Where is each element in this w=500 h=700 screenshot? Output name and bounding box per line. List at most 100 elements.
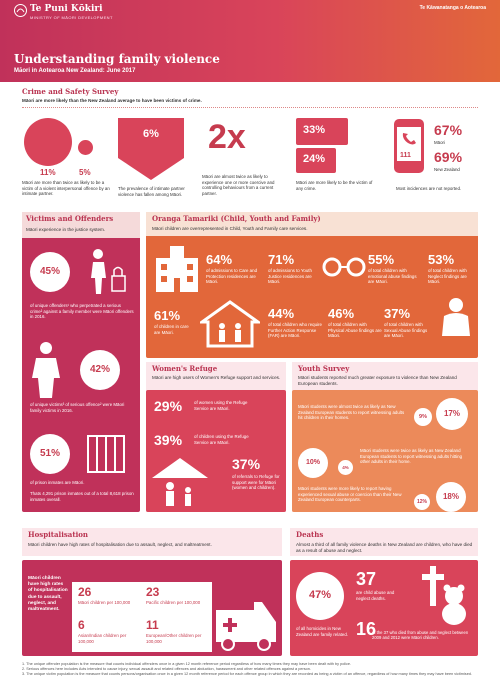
refuge-text-2: of children using the Refuge Service are… xyxy=(194,434,249,445)
crime-value-1: 11% xyxy=(40,168,56,177)
hosp-text-3: Asian/Indian children per 100,000 xyxy=(78,633,127,644)
crime-text-3: The prevalence of intimate partner viole… xyxy=(118,186,185,197)
refuge-value-1: 29% xyxy=(154,398,183,414)
page-title: Understanding family violence xyxy=(14,52,220,66)
crime-value-5b: 24% xyxy=(303,153,326,165)
hosp-stats-box xyxy=(72,582,212,652)
youth-circle-2b: 4% xyxy=(338,460,353,475)
youth-text-2: Māori students were twice as likely as N… xyxy=(360,448,463,465)
victims-circle-1: 45% xyxy=(30,252,70,292)
crouching-child-icon xyxy=(442,298,470,336)
oranga-text-1: of admissions to Care and Protection res… xyxy=(206,268,258,285)
oranga-value-4: 53% xyxy=(428,252,455,267)
oranga-text-5: of children in care are Māori. xyxy=(154,324,189,335)
oranga-intro: Māori children are overrepresented in Ch… xyxy=(152,226,308,231)
footnote-1: 1. The unique offender population is the… xyxy=(22,662,352,666)
victims-header xyxy=(22,212,140,238)
brand-subtitle: MINISTRY OF MĀORI DEVELOPMENT xyxy=(30,15,113,20)
victim-figure-icon xyxy=(32,342,60,398)
youth-circle-3a: 12% xyxy=(414,494,430,510)
brand-name: Te Puni Kōkiri xyxy=(30,4,103,14)
victims-circle-2: 42% xyxy=(80,350,120,390)
victims-title: Victims and Offenders xyxy=(26,214,114,223)
youth-title: Youth Survey xyxy=(298,364,350,373)
refuge-value-3: 37% xyxy=(232,456,261,472)
teddy-bear-cross-icon xyxy=(422,566,466,625)
crime-label-6a: Māori xyxy=(434,140,445,145)
youth-circle-2a: 10% xyxy=(298,448,328,478)
building-icon xyxy=(156,246,198,292)
crime-value-3: 6% xyxy=(143,128,159,140)
phone-icon xyxy=(394,119,424,173)
oranga-text-7: of total children with Physical Abuse fi… xyxy=(328,322,382,339)
crime-value-2: 5% xyxy=(79,168,91,177)
victims-intro: Māori experience in the justice system. xyxy=(26,227,106,232)
hosp-text-2: Pacific children per 100,000 xyxy=(146,600,201,605)
victims-text-1: of unique offenders¹ who perpetrated a s… xyxy=(30,303,134,320)
deaths-text-3: of the 37 who died from abuse and neglec… xyxy=(372,630,469,641)
prison-bars-icon xyxy=(87,435,125,473)
deaths-text-2: are child abuse and neglect deaths. xyxy=(356,590,395,601)
bar-24-percent xyxy=(296,148,336,173)
victims-text-2: of unique victims³ of serious offence² w… xyxy=(30,402,125,413)
oranga-text-4: of total children with Neglect findings … xyxy=(428,268,467,285)
circle-5-percent xyxy=(78,140,93,155)
youth-circle-1b: 17% xyxy=(436,398,468,430)
refuge-value-2: 39% xyxy=(154,432,183,448)
youth-text-3: Māori students were more likely to repor… xyxy=(298,486,402,503)
youth-circle-1a: 9% xyxy=(414,408,432,426)
oranga-value-6: 44% xyxy=(268,306,295,321)
oranga-value-2: 71% xyxy=(268,252,295,267)
refuge-text-3: of referrals to Refuge for support were … xyxy=(232,474,280,491)
deaths-circle-1: 47% xyxy=(296,572,344,620)
hosp-side-text: Māori children have high rates of hospit… xyxy=(28,576,68,613)
down-arrow-icon xyxy=(118,118,184,180)
crime-text-6: Most incidences are not reported. xyxy=(396,186,462,191)
crime-value-6b: 69% xyxy=(434,149,463,165)
hosp-intro: Māori children have high rates of hospit… xyxy=(28,542,212,547)
oranga-value-3: 55% xyxy=(368,252,395,267)
refuge-intro: Māori are high users of Women's Refuge s… xyxy=(152,375,281,380)
koru-logo-icon xyxy=(14,4,27,17)
hosp-header xyxy=(22,528,282,556)
refuge-family-icon xyxy=(152,458,208,506)
crime-value-6a: 67% xyxy=(434,122,463,138)
handcuffs-icon xyxy=(322,257,366,277)
youth-text-1: Māori students were almost twice as like… xyxy=(298,404,405,421)
deaths-header xyxy=(290,528,478,556)
victims-circle-3: 51% xyxy=(30,434,70,474)
page-subtitle: Māori in Aotearoa New Zealand: June 2017 xyxy=(14,68,136,74)
deaths-value-3: 16 xyxy=(356,619,377,639)
footnote-3: 3. The unique victim population is the m… xyxy=(22,672,472,677)
ambulance-icon xyxy=(216,602,276,651)
oranga-text-3: of total children with emotional abuse f… xyxy=(368,268,417,285)
header-banner: Te Puni Kōkiri MINISTRY OF MĀORI DEVELOP… xyxy=(0,0,500,82)
family-house-icon xyxy=(200,300,260,348)
phone-number: 111 xyxy=(400,152,411,159)
oranga-value-1: 64% xyxy=(206,252,233,267)
oranga-title: Oranga Tamariki (Child, Youth and Family… xyxy=(152,214,321,223)
deaths-value-2: 37 xyxy=(356,569,377,589)
youth-intro: Māori students reported much greater exp… xyxy=(298,375,457,386)
oranga-panel xyxy=(146,212,478,358)
footnotes: 1. The unique offender population is the… xyxy=(22,662,478,677)
hosp-value-4: 11 xyxy=(146,618,159,632)
hosp-title: Hospitalisation xyxy=(28,530,88,539)
crime-text-1: Māori are more than twice as likely to b… xyxy=(22,180,110,197)
bar-33-percent xyxy=(296,118,348,145)
hosp-value-1: 26 xyxy=(78,585,92,599)
oranga-value-7: 46% xyxy=(328,306,355,321)
crime-title: Crime and Safety Survey xyxy=(22,87,119,96)
footnote-2: 2. Serious offences here includes Acts i… xyxy=(22,667,311,672)
hosp-value-2: 23 xyxy=(146,585,160,599)
government-logo: Te Kāwanatanga o Aotearoa xyxy=(419,5,486,11)
oranga-value-5: 61% xyxy=(154,308,181,323)
oranga-text-6: of total children who require Further Ac… xyxy=(268,322,322,339)
hosp-value-3: 6 xyxy=(78,618,85,632)
victims-text-4: Thats 4,291 prison inmates out of a tota… xyxy=(30,491,134,502)
victims-text-3: of prison inmates are Māori. xyxy=(30,480,85,485)
crime-value-5a: 33% xyxy=(303,124,326,136)
crime-text-5: Māori are more likely to be the victim o… xyxy=(296,180,373,191)
refuge-text-1: of women using the Refuge Service are Mā… xyxy=(194,400,248,411)
